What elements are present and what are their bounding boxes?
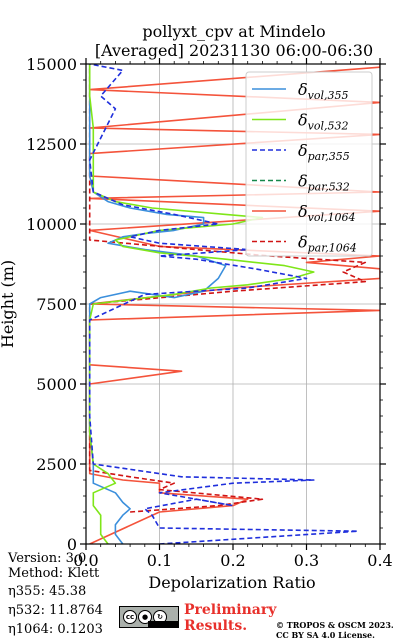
legend-label-subscript: par,1064	[308, 242, 357, 255]
legend-box	[245, 71, 373, 257]
method-text: Method: Klett	[8, 566, 100, 581]
x-axis-label: Depolarization Ratio	[148, 573, 315, 592]
eta355-text: η355: 45.38	[8, 584, 87, 599]
axis-ticks	[80, 58, 386, 550]
credit-line1: © TROPOS & OSCM 2023.	[276, 620, 394, 630]
chart-series	[88, 64, 380, 544]
legend-label-subscript: par,355	[308, 150, 350, 163]
x-tick-label: 0.1	[147, 551, 172, 570]
axis-tick-labels: 0.0 0.1 0.2 0.3 0.4 0 2500 5000 7500 10000 12500 15…	[26, 55, 393, 570]
chart-title-line2: [Averaged] 20231130 06:00-06:30	[94, 41, 374, 60]
eta1064-text: η1064: 0.1203	[8, 622, 103, 637]
cc-icon: cc	[123, 610, 137, 624]
y-tick-label: 7500	[36, 295, 77, 314]
series-line-vol-1064	[88, 64, 380, 544]
y-tick-label: 12500	[26, 135, 77, 154]
y-tick-label: 5000	[36, 375, 77, 394]
y-tick-label: 10000	[26, 215, 77, 234]
legend-label-subscript: vol,532	[308, 120, 349, 133]
credit-line2: CC BY SA 4.0 License.	[276, 630, 375, 640]
copyright-credit: © TROPOS & OSCM 2023. CC BY SA 4.0 Licen…	[276, 620, 394, 640]
preliminary-line2: Results.	[184, 618, 248, 634]
preliminary-notice: Preliminary Results.	[184, 602, 276, 634]
series-line-par-1064	[88, 64, 367, 513]
y-tick-label: 15000	[26, 55, 77, 74]
x-tick-label: 0.3	[294, 551, 319, 570]
y-tick-label: 0	[67, 535, 77, 554]
legend-label-subscript: par,532	[308, 181, 350, 194]
cc-license-badge: cc ● ↻	[119, 606, 179, 628]
cc-badge-strip	[148, 621, 178, 627]
by-icon: ●	[138, 610, 152, 624]
series-line-vol-532	[88, 64, 315, 544]
x-tick-label: 0.4	[367, 551, 392, 570]
y-tick-label: 2500	[36, 455, 77, 474]
preliminary-line1: Preliminary	[184, 602, 277, 618]
chart-title-line1: pollyxt_cpv at Mindelo	[142, 22, 326, 41]
x-tick-label: 0.2	[220, 551, 245, 570]
x-tick-label: 0.0	[73, 551, 98, 570]
eta532-text: η532: 11.8764	[8, 603, 103, 618]
chart-legend: δvol,355δvol,532δpar,355δpar,532δvol,106…	[245, 71, 373, 257]
version-text: Version: 3.0	[8, 551, 87, 566]
y-axis-label: Height (m)	[0, 260, 17, 348]
series-line-vol-355	[88, 64, 227, 544]
legend-label-subscript: vol,355	[308, 89, 349, 102]
legend-label-subscript: vol,1064	[308, 211, 356, 224]
series-line-par-355	[88, 64, 359, 544]
